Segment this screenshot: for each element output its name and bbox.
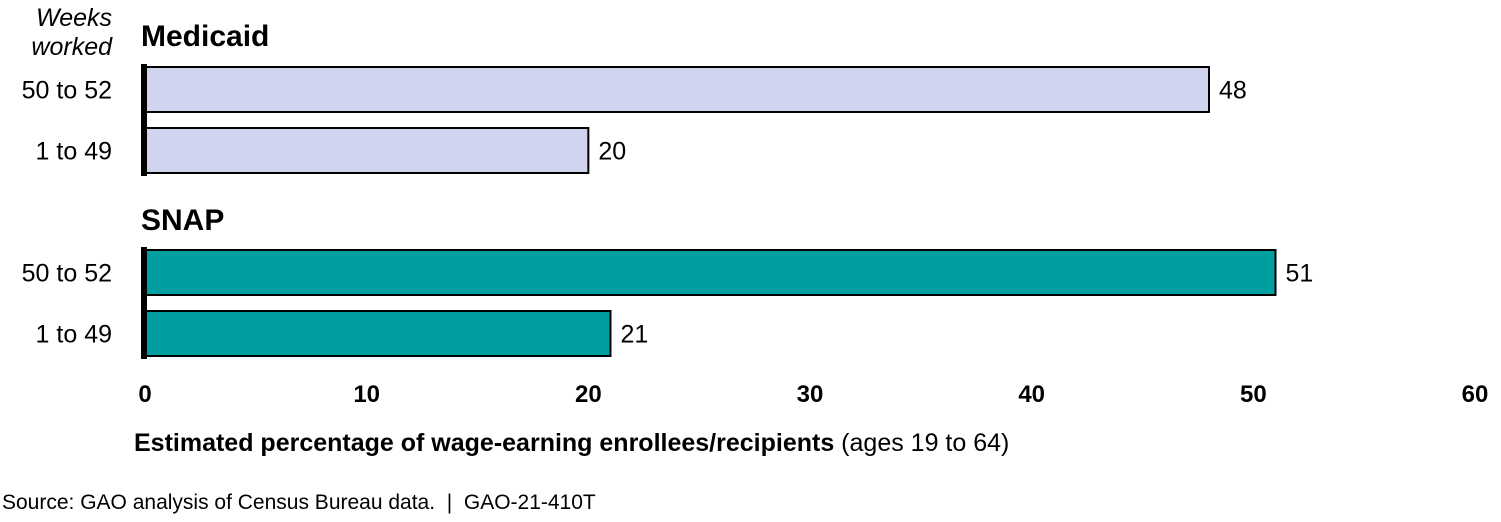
snap-bar-1-to-49: [144, 310, 612, 357]
snap-bar-50-to-52: [144, 249, 1277, 296]
snap-category-label-1-to-49: 1 to 49: [36, 321, 112, 349]
snap-axis-line: [141, 247, 147, 359]
weeks-worked-header-line1: Weeks: [36, 4, 112, 32]
medicaid-bar-50-to-52: [144, 66, 1210, 113]
snap-value-label-50-to-52: 51: [1286, 260, 1314, 288]
x-tick-label-30: 30: [797, 381, 824, 408]
medicaid-value-label-50-to-52: 48: [1219, 77, 1247, 105]
x-tick-label-20: 20: [575, 381, 602, 408]
bars-layer: 48 50 to 52 20 1 to 49 51 50 to 52 21 1 to 49: [22, 66, 1314, 357]
x-axis-label-main: Estimated percentage of wage-earning enr…: [134, 429, 834, 457]
x-tick-label-10: 10: [353, 381, 380, 408]
snap-value-label-1-to-49: 21: [621, 321, 649, 349]
medicaid-value-label-1-to-49: 20: [598, 138, 626, 166]
medicaid-bar-1-to-49: [144, 127, 590, 174]
x-axis-label: Estimated percentage of wage-earning enr…: [134, 429, 1009, 457]
medicaid-category-label-1-to-49: 1 to 49: [36, 138, 112, 166]
x-tick-label-0: 0: [138, 381, 151, 408]
source-note: Source: GAO analysis of Census Bureau da…: [2, 491, 596, 514]
medicaid-section-title: Medicaid: [141, 20, 269, 53]
snap-category-label-50-to-52: 50 to 52: [22, 260, 112, 288]
medicaid-axis-line: [141, 64, 147, 176]
x-tick-label-60: 60: [1462, 381, 1489, 408]
x-tick-label-40: 40: [1018, 381, 1045, 408]
x-axis: 0 10 20 30 40 50 60: [138, 64, 1488, 408]
weeks-worked-header-line2: worked: [31, 33, 113, 61]
x-tick-label-50: 50: [1240, 381, 1267, 408]
snap-section-title: SNAP: [141, 204, 224, 237]
medicaid-category-label-50-to-52: 50 to 52: [22, 77, 112, 105]
x-axis-label-note: (ages 19 to 64): [834, 429, 1009, 457]
